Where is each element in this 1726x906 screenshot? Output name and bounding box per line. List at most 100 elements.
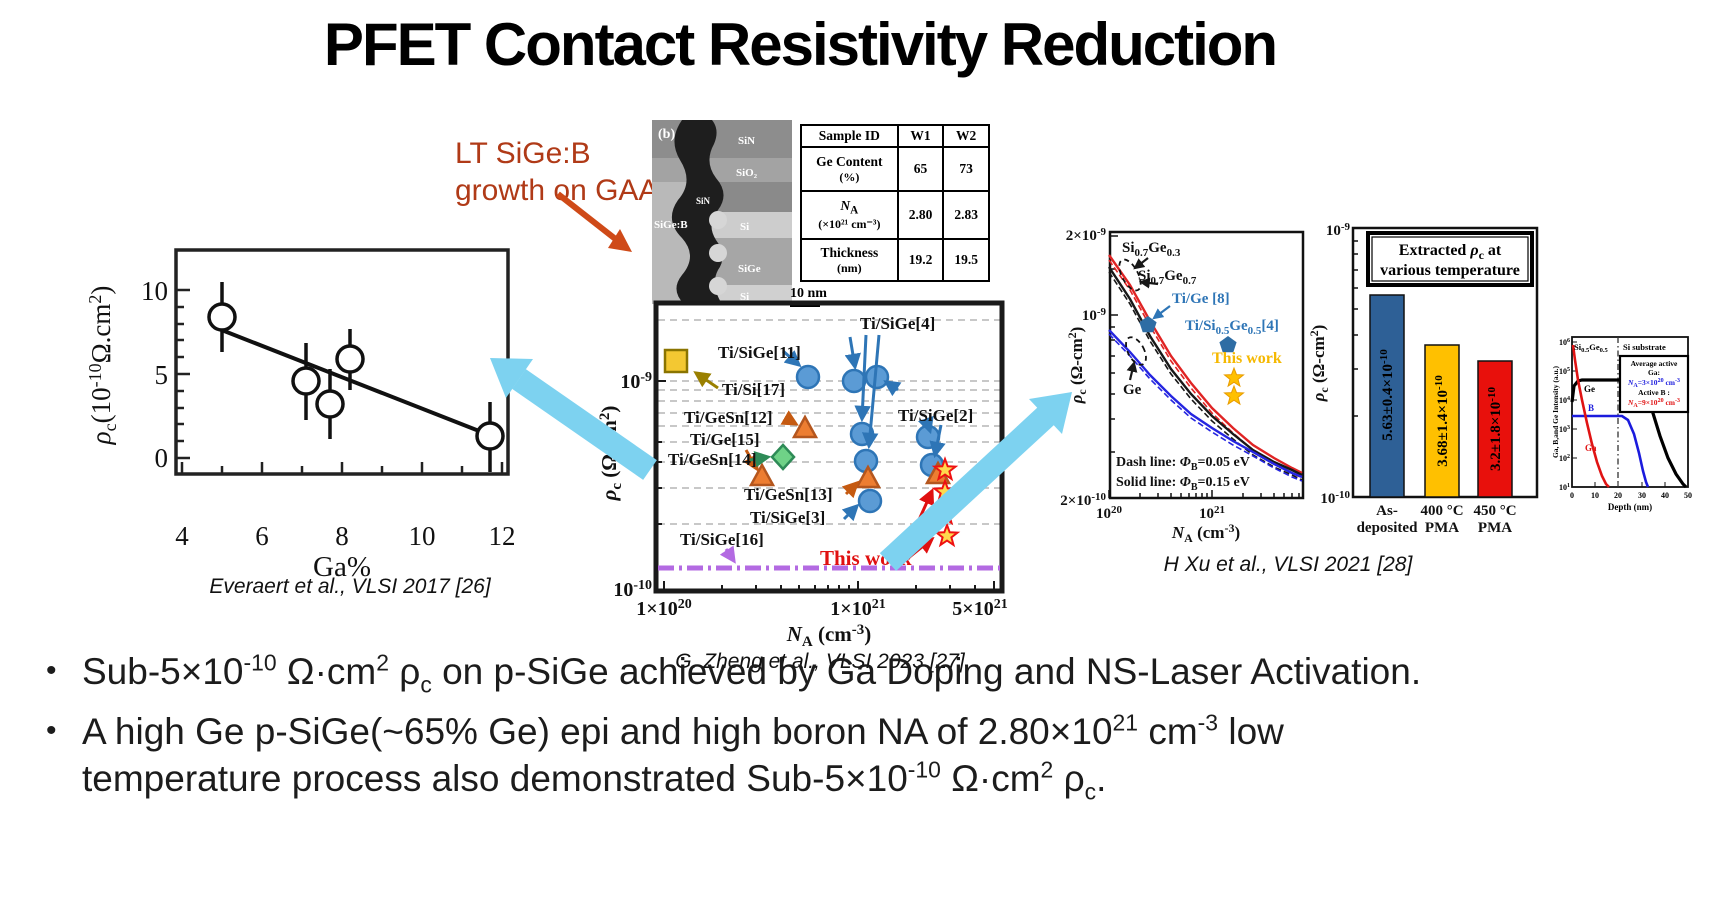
model-curves xyxy=(1107,254,1303,482)
y-axis-label: ρc (Ω-cm2) xyxy=(1065,327,1089,405)
xtick-30: 30 xyxy=(1638,491,1646,500)
bar-as-deposited xyxy=(1369,294,1405,498)
label-ti-gesn12: Ti/GeSn[12] xyxy=(684,408,772,427)
row3-units: (nm) xyxy=(837,260,862,275)
ytick-1e-9: 10-9 xyxy=(1326,221,1351,239)
marker-ti-si17-square xyxy=(663,348,689,374)
ytick-1e5: 105 xyxy=(1559,367,1570,376)
x-axis-label: Ga% xyxy=(313,551,371,580)
row2-label-sub: A xyxy=(850,204,859,217)
bullet-dot: • xyxy=(46,654,57,687)
ytick-1e-9: 10-9 xyxy=(1082,306,1107,324)
xtick-4: 4 xyxy=(175,521,189,551)
label-b: B xyxy=(1588,403,1594,413)
label-ti-sige2: Ti/SiGe[2] xyxy=(898,406,973,425)
xtick-5e21: 5×1021 xyxy=(952,597,1007,620)
bullet-1: • Sub-5×10-10 Ω·cm2 ρc on p-SiGe achieve… xyxy=(46,648,1646,700)
bar-400c-pma xyxy=(1424,344,1460,498)
tem-label-sige-b: SiGe:B xyxy=(654,219,688,231)
cat2-line2: PMA xyxy=(1425,520,1459,536)
row0-label: Sample ID xyxy=(818,128,880,143)
ytick-5: 5 xyxy=(155,360,169,390)
label-ti-ge15: Ti/Ge[15] xyxy=(690,430,760,449)
tem-label-sin-mid: SiN xyxy=(696,196,711,206)
row3-label: Thickness xyxy=(820,244,879,260)
xtick-1e21: 1021 xyxy=(1199,504,1225,522)
row1-label: Ge Content xyxy=(816,153,883,169)
ga-doping-chart: 10 5 0 4 6 8 10 12 Ga% ρc(10-10Ω.cm2) xyxy=(85,248,516,580)
label-ti-si17: Ti/Si[17] xyxy=(722,380,785,399)
table-row: NA (×10²¹ cm⁻³) 2.80 2.83 xyxy=(800,190,990,240)
chart-title-box: Extracted ρc at various temperature xyxy=(1366,231,1534,287)
axis-ticks xyxy=(656,380,995,591)
title-line2: various temperature xyxy=(1380,262,1520,279)
row2-label: N xyxy=(840,198,851,214)
cat1-line2: deposited xyxy=(1357,520,1419,536)
bullet-2: • A high Ge p-SiGe(~65% Ge) epi and high… xyxy=(46,708,1646,807)
green-diamond-marker xyxy=(770,443,796,471)
cat1-line1: As- xyxy=(1376,503,1398,519)
this-work-stars xyxy=(1223,366,1245,406)
x-axis-label: NA (cm-3) xyxy=(1171,521,1240,545)
xtick-0: 0 xyxy=(1570,491,1574,500)
label-ti-gesn13: Ti/GeSn[13] xyxy=(744,485,832,504)
ytick-2e-10: 2×10-10 xyxy=(1060,491,1106,509)
pentagon-markers xyxy=(1139,316,1237,353)
region-sige: Si0.5Ge0.5 xyxy=(1574,342,1608,354)
row0-w1: W1 xyxy=(896,124,945,148)
note-line2: Ga: xyxy=(1648,368,1660,377)
cat2-line1: 400 °C xyxy=(1420,503,1463,519)
bullet-2-line1: A high Ge p-SiGe(~65% Ge) epi and high b… xyxy=(82,709,1284,752)
y-axis-label: Ga, B,and Ge Intensity (a.u.) xyxy=(1552,365,1560,458)
sims-depth-profile: Ge B Ga Si0.5Ge0.5 Si substrate Average … xyxy=(1552,336,1692,512)
row2-units: (×10²¹ cm⁻³) xyxy=(818,216,881,231)
page-title: PFET Contact Resistivity Reduction xyxy=(323,11,1278,78)
label-ti-ge8: Ti/Ge [8] xyxy=(1172,291,1230,307)
xtick-1e20: 1020 xyxy=(1096,504,1123,522)
tem-label-sio2: SiO₂ xyxy=(736,167,758,179)
sample-table: Sample ID W1 W2 Ge Content (%) 65 73 NA (×… xyxy=(800,124,990,282)
row0-w2: W2 xyxy=(942,124,990,148)
extracted-rho-bar-chart: 5.63±0.4×10-10 3.68±1.4×10-10 3.2±1.8×10… xyxy=(1310,221,1539,536)
label-this-work: This work xyxy=(1212,350,1282,367)
bar-value-2: 3.68±1.4×10-10 xyxy=(1433,375,1451,467)
row3-w2: 19.5 xyxy=(942,238,990,282)
tem-image: (b) SiN SiO₂ SiN SiGe:B Si SiGe Si xyxy=(652,120,792,304)
label-this-work: This work xyxy=(820,546,912,570)
table-row: Thickness (nm) 19.2 19.5 xyxy=(800,238,990,282)
xtick-50: 50 xyxy=(1684,491,1692,500)
row1-units: (%) xyxy=(839,169,860,184)
table-row: Ge Content (%) 65 73 xyxy=(800,146,990,192)
bullet-dot: • xyxy=(46,713,57,747)
ytick-1e2: 102 xyxy=(1559,454,1570,463)
axis-ticks xyxy=(176,288,504,474)
label-arrows xyxy=(1126,257,1171,381)
label-ti-sige11: Ti/SiGe[11] xyxy=(718,343,801,362)
label-ti-sige3: Ti/SiGe[3] xyxy=(750,508,825,527)
title-line1: Extracted ρc at xyxy=(1399,242,1502,262)
label-ti-sige4: Ti/SiGe[4] xyxy=(860,314,935,333)
label-ti-si05ge05: Ti/Si0.5Ge0.5[4] xyxy=(1185,318,1279,337)
ytick-1e1: 101 xyxy=(1559,483,1570,492)
bullet-2-text: A high Ge p-SiGe(~65% Ge) epi and high b… xyxy=(82,708,1284,807)
label-ga: Ga xyxy=(1585,443,1597,453)
xtick-12: 12 xyxy=(489,521,516,551)
label-si07ge07: Si0.7Ge0.7 xyxy=(1138,268,1197,287)
error-bars xyxy=(220,282,492,472)
label-ge: Ge xyxy=(1123,382,1142,398)
note-solid-line: Solid line: ΦB=0.15 eV xyxy=(1116,475,1250,493)
xtick-1e20: 1×1020 xyxy=(636,597,691,620)
xtick-20: 20 xyxy=(1614,491,1622,500)
bar-450c-pma xyxy=(1477,360,1513,498)
note-line5: NA=9×1020 cm-3 xyxy=(1627,398,1680,409)
row1-w1: 65 xyxy=(896,146,945,192)
label-ge: Ge xyxy=(1584,384,1595,394)
ytick-1e3: 103 xyxy=(1559,425,1570,434)
note-line1: Average active xyxy=(1631,359,1678,368)
annotation-lt-sige: LT SiGe:B growth on GAA xyxy=(455,136,658,209)
ytick-1e-10: 10-10 xyxy=(613,578,652,601)
y-axis-label: ρc (Ω-cm2) xyxy=(598,406,625,502)
xtick-8: 8 xyxy=(335,521,349,551)
bullet-1-text: Sub-5×10-10 Ω·cm2 ρc on p-SiGe achieved … xyxy=(82,649,1422,698)
